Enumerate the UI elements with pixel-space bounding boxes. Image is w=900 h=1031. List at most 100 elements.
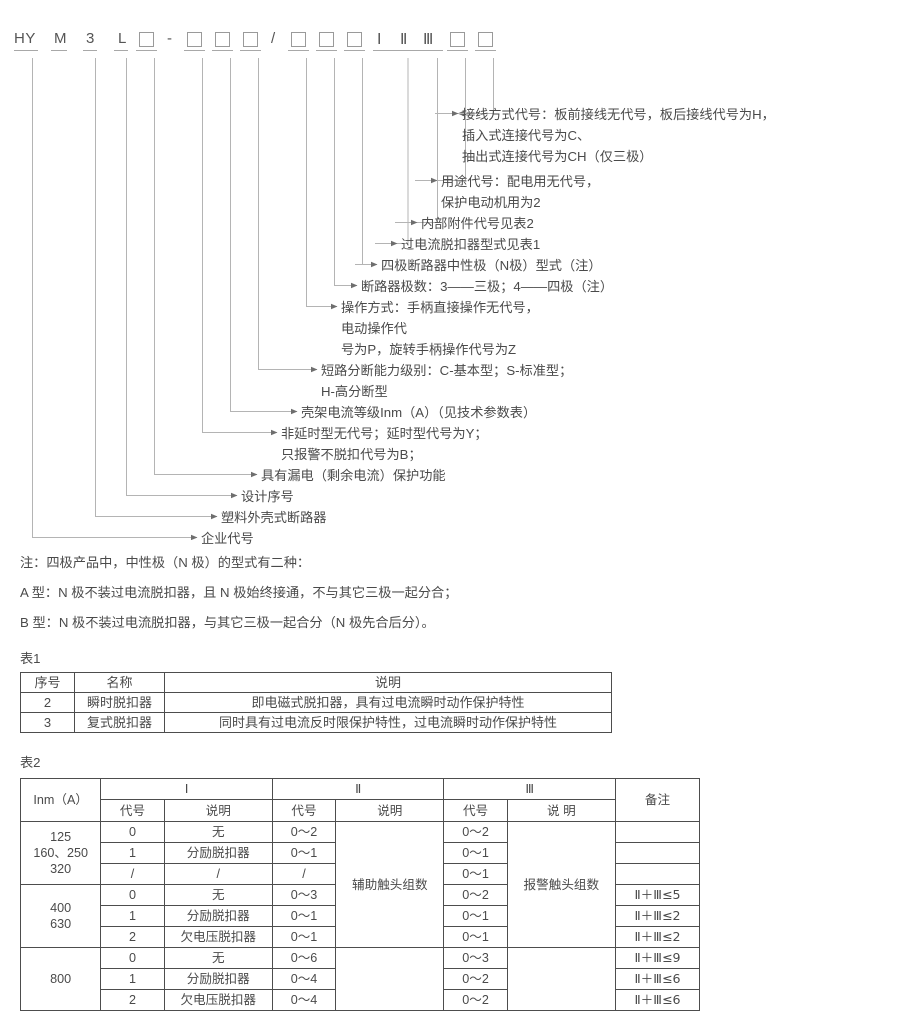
table2-code1: 1 [100, 905, 165, 927]
code-box-2 [187, 32, 202, 47]
table1-r2-desc: 同时具有过电流反时限保护特性，过电流瞬时动作保护特性 [164, 712, 612, 733]
table1-col-seq: 序号 [20, 672, 75, 693]
table2-code3: 0～1 [443, 926, 508, 948]
table1-r1-desc: 即电磁式脱扣器，具有过电流瞬时动作保护特性 [164, 692, 612, 713]
table2-remark: Ⅱ＋Ⅲ≤9 [615, 947, 700, 969]
table2-code3: 0～3 [443, 947, 508, 969]
table2-col-inm: Inm（A） [19, 778, 102, 822]
table2-code1: 1 [100, 968, 165, 990]
table2-code1: 2 [100, 926, 165, 948]
table2-code3: 0～1 [443, 842, 508, 864]
table1: 序号 名称 说明 2 瞬时脱扣器 即电磁式脱扣器，具有过电流瞬时动作保护特性 3… [20, 672, 612, 733]
annotation-delay-type: 非延时型无代号；延时型代号为Y； 只报警不脱扣代号为B； [281, 426, 488, 462]
table1-r1-name: 瞬时脱扣器 [74, 692, 165, 713]
table1-header-row: 序号 名称 说明 [20, 672, 612, 693]
note-heading: 注：四极产品中，中性极（N 极）的型式有二种： [20, 555, 311, 570]
table2-sub-code-2: 代号 [271, 799, 337, 822]
table2-code2: 0～4 [271, 968, 337, 990]
code-underline-roman-group [373, 50, 443, 51]
code-box-4 [243, 32, 258, 47]
table-row: 800 0 无 0～6 0～3 Ⅱ＋Ⅲ≤9 [19, 947, 700, 1011]
annotation-enterprise-code: 企业代号 [201, 531, 254, 546]
code-underline-box8 [447, 50, 468, 51]
table2-inm-g2-l2: 630 [50, 917, 72, 931]
table2-code1: / [100, 863, 165, 885]
code-underline-box4 [240, 50, 261, 51]
notes-block: 注：四极产品中，中性极（N 极）的型式有二种： A 型：N 极不装过电流脱扣器，… [20, 548, 880, 638]
annotation-application-code: 用途代号：配电用无代号， 保护电动机用为2 [441, 174, 600, 210]
table2-group-2: Ⅱ [271, 778, 445, 800]
table2-header-row-sub: 代号 说明 代号 说明 代号 说 明 [21, 799, 700, 822]
table2-code3: 0～2 [443, 989, 508, 1011]
code-token-m: M [54, 30, 67, 47]
table2-group-1: Ⅰ [100, 778, 273, 800]
table1-r2-seq: 3 [20, 712, 75, 733]
table-row: 2 瞬时脱扣器 即电磁式脱扣器，具有过电流瞬时动作保护特性 [20, 692, 612, 713]
table1-col-name: 名称 [74, 672, 165, 693]
annotation-overcurrent-release-type: 过电流脱扣器型式见表1 [401, 237, 541, 252]
table2-merged-desc3: 报警触头组数 [506, 821, 617, 948]
table2-sub-code-3: 代号 [443, 799, 508, 822]
table2-code1: 2 [100, 989, 165, 1011]
table2-inm-group-2: 400 630 [19, 884, 102, 948]
code-underline-box9 [475, 50, 496, 51]
table2-code1: 0 [100, 884, 165, 906]
code-token-roman-1: Ⅰ [377, 30, 382, 48]
note-type-a: A 型：N 极不装过电流脱扣器，且 N 极始终接通，不与其它三极一起分合； [20, 585, 458, 600]
table-row: 125 160、250 320 0 无 0～2 辅助触头组数 0～2 报警触头组… [19, 821, 700, 948]
table2-code3: 0～1 [443, 905, 508, 927]
table1-r1-seq: 2 [20, 692, 75, 713]
table2-remark [615, 863, 700, 885]
table2-code1: 0 [100, 947, 165, 969]
code-underline-box3 [212, 50, 233, 51]
table2-desc1: 欠电压脱扣器 [163, 926, 273, 948]
code-underline-box6 [316, 50, 337, 51]
table2-remark: Ⅱ＋Ⅲ≤5 [615, 884, 700, 906]
table2: Inm（A） Ⅰ Ⅱ Ⅲ 备注 代号 说明 代号 说明 代号 说 明 125 1… [19, 778, 700, 1011]
table2-desc1: 无 [163, 821, 273, 843]
table2-desc1: 无 [163, 884, 273, 906]
table2-merged-desc2: 辅助触头组数 [335, 821, 445, 948]
table2-col-remark: 备注 [615, 778, 700, 822]
table2-code2: / [271, 863, 337, 885]
table2-remark: Ⅱ＋Ⅲ≤6 [615, 968, 700, 990]
code-box-3 [215, 32, 230, 47]
code-underline-box5 [288, 50, 309, 51]
annotation-residual-current-protection: 具有漏电（剩余电流）保护功能 [261, 468, 446, 483]
table2-inm-group-1: 125 160、250 320 [19, 821, 102, 885]
annotation-frame-current-rating: 壳架电流等级Inm（A）（见技术参数表） [301, 405, 537, 420]
table2-label: 表2 [20, 755, 41, 770]
table2-code1: 1 [100, 842, 165, 864]
table2-code2: 0～1 [271, 842, 337, 864]
table2-desc1: 无 [163, 947, 273, 969]
code-token-roman-3: Ⅲ [423, 30, 434, 48]
table2-inm-g2-l1: 400 [50, 901, 72, 915]
code-box-9 [478, 32, 493, 47]
code-underline-m [51, 50, 67, 51]
model-code-row: HY M 3 L - / Ⅰ Ⅱ Ⅲ [0, 30, 900, 58]
code-underline-3 [83, 50, 97, 51]
table2-sub-desc-1: 说明 [163, 799, 273, 822]
table1-r2-name: 复式脱扣器 [74, 712, 165, 733]
table2-code2: 0～3 [271, 884, 337, 906]
table2-desc1: 欠电压脱扣器 [163, 989, 273, 1011]
annotation-neutral-pole-type: 四极断路器中性极（N极）型式（注） [381, 258, 602, 273]
annotation-operating-mode: 操作方式：手柄直接操作无代号， 电动操作代 号为P，旋转手柄操作代号为Z [341, 300, 539, 357]
code-token-dash: - [167, 30, 173, 47]
code-underline-box2 [184, 50, 205, 51]
table-row: 1 分励脱扣器 0～1 0～1 Ⅱ＋Ⅲ≤2 [21, 905, 700, 927]
code-token-l: L [118, 30, 127, 47]
code-underline-box7 [344, 50, 365, 51]
table2-inm-group-3: 800 [19, 947, 102, 1011]
model-designation-diagram: HY M 3 L - / Ⅰ Ⅱ Ⅲ 接线方式代 [0, 30, 900, 546]
table2-desc2-blank [335, 947, 445, 1011]
table2-desc1: 分励脱扣器 [163, 842, 273, 864]
code-token-3: 3 [86, 30, 95, 47]
table2-remark: Ⅱ＋Ⅲ≤6 [615, 989, 700, 1011]
table2-sub-desc-3: 说 明 [506, 799, 617, 822]
table2-code2: 0～4 [271, 989, 337, 1011]
annotation-breaking-capacity-class: 短路分断能力级别：C-基本型；S-标准型； H-高分断型 [321, 363, 573, 399]
table2-code2: 0～1 [271, 905, 337, 927]
table1-label: 表1 [20, 651, 41, 666]
table2-remark [615, 821, 700, 843]
